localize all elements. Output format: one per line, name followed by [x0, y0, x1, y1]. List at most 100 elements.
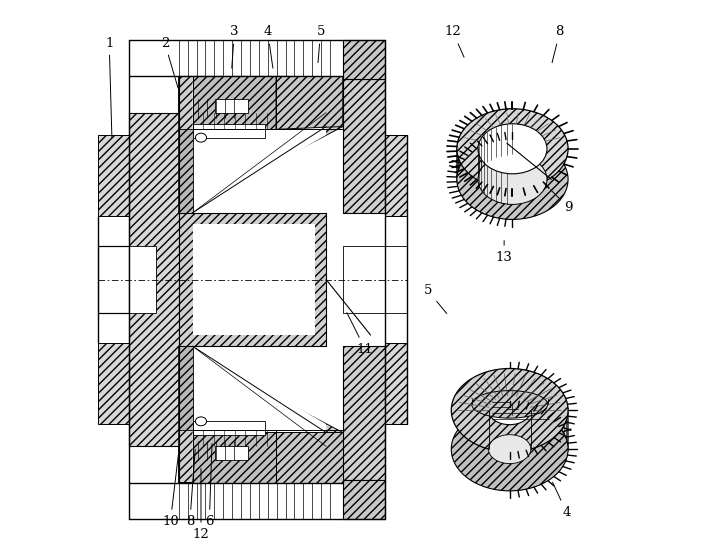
- Polygon shape: [193, 77, 276, 129]
- Text: 6: 6: [205, 444, 214, 528]
- Bar: [129, 246, 157, 313]
- Polygon shape: [463, 168, 467, 202]
- Text: 12: 12: [193, 468, 209, 541]
- Bar: [215, 447, 248, 460]
- Polygon shape: [545, 441, 549, 482]
- Text: 2: 2: [160, 36, 178, 88]
- Polygon shape: [489, 185, 495, 217]
- Polygon shape: [524, 370, 530, 410]
- Polygon shape: [500, 109, 506, 140]
- Polygon shape: [179, 77, 343, 126]
- Text: 5: 5: [423, 284, 446, 314]
- Polygon shape: [535, 446, 540, 487]
- Polygon shape: [193, 346, 326, 477]
- Polygon shape: [549, 438, 553, 480]
- Polygon shape: [564, 396, 567, 439]
- Polygon shape: [343, 79, 385, 213]
- Polygon shape: [540, 443, 545, 485]
- Polygon shape: [470, 175, 475, 209]
- Polygon shape: [179, 213, 326, 346]
- Ellipse shape: [478, 154, 547, 205]
- Polygon shape: [530, 448, 535, 489]
- Polygon shape: [276, 433, 343, 482]
- Polygon shape: [479, 115, 484, 148]
- Polygon shape: [470, 120, 475, 154]
- Polygon shape: [506, 188, 513, 220]
- Ellipse shape: [457, 139, 568, 220]
- Polygon shape: [463, 126, 467, 160]
- Polygon shape: [564, 420, 567, 463]
- Bar: [193, 421, 265, 435]
- Polygon shape: [343, 40, 385, 79]
- Polygon shape: [549, 380, 553, 421]
- Polygon shape: [193, 82, 326, 213]
- Ellipse shape: [196, 417, 206, 426]
- Polygon shape: [562, 392, 564, 435]
- Polygon shape: [457, 138, 459, 173]
- Text: 3: 3: [230, 26, 239, 68]
- Polygon shape: [459, 134, 461, 169]
- Polygon shape: [545, 377, 549, 418]
- Polygon shape: [475, 178, 479, 211]
- Ellipse shape: [472, 391, 548, 418]
- Polygon shape: [484, 183, 489, 216]
- Polygon shape: [540, 375, 545, 416]
- Text: 13: 13: [495, 240, 513, 264]
- Polygon shape: [553, 435, 557, 477]
- Text: 4: 4: [553, 482, 571, 519]
- Polygon shape: [459, 159, 461, 194]
- Ellipse shape: [196, 133, 206, 142]
- Bar: [343, 246, 385, 313]
- Polygon shape: [461, 164, 463, 198]
- Polygon shape: [457, 155, 459, 190]
- Text: 8: 8: [552, 26, 564, 63]
- Polygon shape: [503, 136, 523, 157]
- Polygon shape: [557, 432, 560, 474]
- Polygon shape: [179, 346, 343, 482]
- Polygon shape: [495, 187, 500, 219]
- Text: 11: 11: [347, 312, 373, 356]
- Text: 10: 10: [162, 454, 179, 528]
- Bar: [215, 99, 248, 112]
- Polygon shape: [557, 386, 560, 428]
- Polygon shape: [467, 171, 470, 205]
- Polygon shape: [500, 188, 506, 219]
- Bar: [193, 124, 265, 138]
- Polygon shape: [193, 224, 315, 335]
- Polygon shape: [535, 373, 540, 414]
- Polygon shape: [560, 389, 562, 432]
- Text: 12: 12: [444, 26, 464, 57]
- Polygon shape: [385, 135, 407, 216]
- Ellipse shape: [505, 404, 521, 415]
- Bar: [98, 246, 129, 313]
- Polygon shape: [179, 433, 343, 482]
- Polygon shape: [343, 346, 385, 480]
- Polygon shape: [484, 112, 489, 145]
- Polygon shape: [98, 135, 129, 216]
- Polygon shape: [560, 428, 562, 471]
- Polygon shape: [519, 369, 524, 409]
- Polygon shape: [467, 123, 470, 157]
- Ellipse shape: [488, 435, 531, 463]
- Text: 8: 8: [186, 449, 196, 528]
- Text: 1: 1: [105, 36, 114, 138]
- Polygon shape: [179, 77, 343, 213]
- Polygon shape: [562, 424, 564, 467]
- Polygon shape: [129, 112, 179, 447]
- Polygon shape: [530, 371, 535, 411]
- Polygon shape: [475, 117, 479, 150]
- Polygon shape: [519, 451, 524, 490]
- Polygon shape: [489, 111, 495, 143]
- Ellipse shape: [457, 109, 568, 189]
- Text: 9: 9: [551, 190, 572, 214]
- Bar: [385, 246, 407, 313]
- Polygon shape: [524, 449, 530, 490]
- Polygon shape: [495, 110, 500, 141]
- Polygon shape: [385, 343, 407, 424]
- Polygon shape: [461, 130, 463, 164]
- Polygon shape: [193, 433, 276, 482]
- Polygon shape: [179, 129, 193, 213]
- Polygon shape: [179, 346, 193, 430]
- Ellipse shape: [488, 396, 531, 425]
- Ellipse shape: [452, 368, 568, 452]
